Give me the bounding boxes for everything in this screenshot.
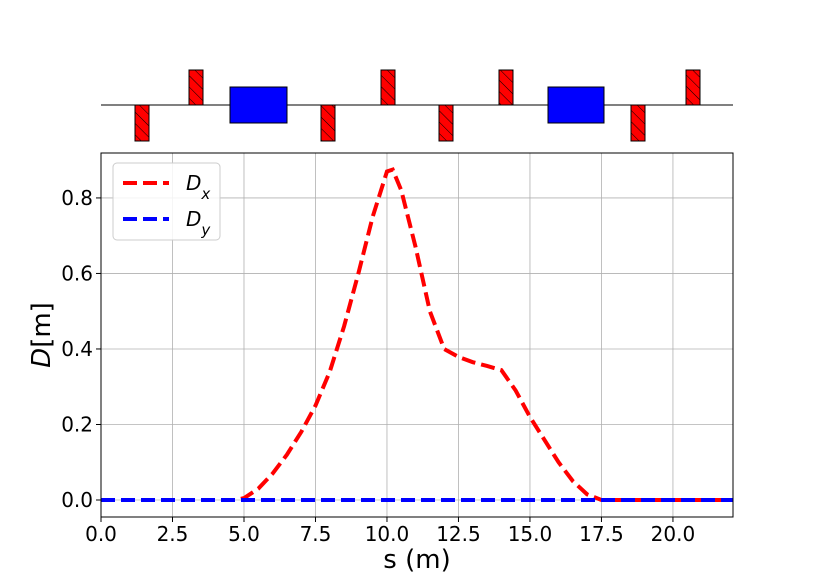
y-axis-label: D[m] — [27, 302, 57, 368]
legend-label: Dy — [186, 207, 211, 239]
x-tick-label: 20.0 — [651, 522, 696, 546]
y-tick-label: 0.8 — [61, 186, 93, 210]
x-tick-label: 17.5 — [579, 522, 624, 546]
lines — [101, 167, 733, 503]
x-tick-label: 7.5 — [300, 522, 332, 546]
legend-box — [112, 162, 221, 241]
x-tick-label: 5.0 — [228, 522, 260, 546]
x-tick-label: 2.5 — [157, 522, 189, 546]
y-tick-label: 0.0 — [61, 488, 93, 512]
y-tick-label: 0.4 — [61, 337, 93, 361]
legend-label: Dx — [186, 171, 210, 203]
y-tick-label: 0.6 — [61, 261, 93, 285]
series-line — [101, 167, 733, 503]
x-axis-label: s (m) — [383, 545, 450, 575]
lattice — [101, 69, 733, 142]
legend: Dx Dy — [112, 162, 221, 241]
x-tick-label: 10.0 — [365, 522, 410, 546]
plot-frame — [100, 152, 734, 518]
x-tick-label: 0.0 — [85, 522, 117, 546]
x-tick-label: 12.5 — [436, 522, 481, 546]
y-tick-label: 0.2 — [61, 412, 93, 436]
x-tick-label: 15.0 — [508, 522, 553, 546]
